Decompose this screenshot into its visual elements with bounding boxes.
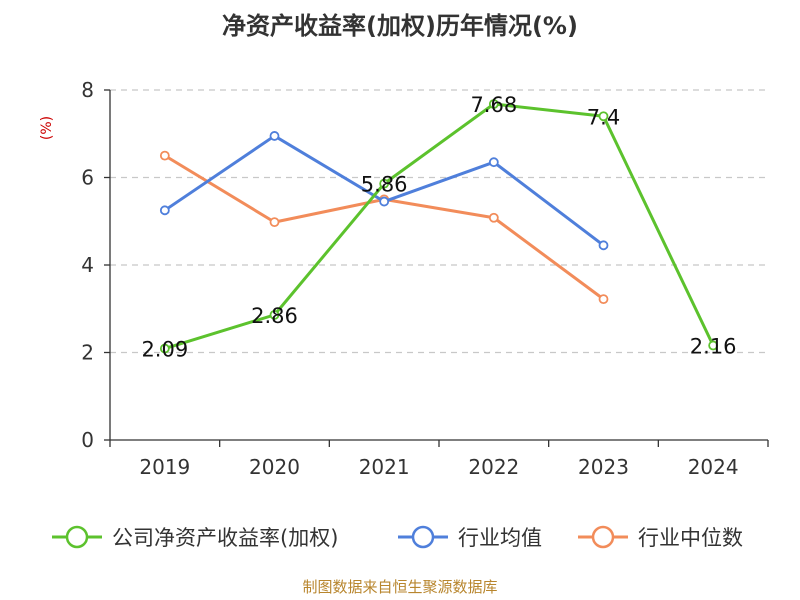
legend-label: 公司净资产收益率(加权) — [112, 526, 338, 550]
x-tick-label: 2023 — [578, 455, 629, 479]
data-label: 2.09 — [141, 338, 188, 362]
series-0-point — [488, 99, 499, 109]
x-tick-label: 2019 — [139, 455, 190, 479]
series-0-point — [708, 340, 719, 351]
series-layer — [159, 99, 719, 354]
grid-lines — [110, 89, 768, 354]
y-tick-label: 0 — [81, 428, 94, 452]
legend-label: 行业均值 — [458, 526, 542, 550]
data-label: 2.16 — [690, 335, 737, 359]
legend-item-0: 公司净资产收益率(加权) — [52, 525, 338, 550]
series-1-point — [598, 240, 609, 251]
y-tick-label: 6 — [81, 166, 94, 190]
chart-title: 净资产收益率(加权)历年情况(%) — [222, 12, 578, 40]
y-axis-unit-label: (%) — [39, 116, 55, 140]
legend-item-1: 行业均值 — [398, 525, 542, 550]
data-label: 2.86 — [251, 304, 298, 328]
source-note: 制图数据来自恒生聚源数据库 — [302, 578, 497, 596]
data-labels: 2.09 2.86 5.86 7.68 7.4 2.16 — [141, 93, 736, 362]
data-label: 5.86 — [361, 173, 408, 197]
series-0-point — [269, 309, 280, 320]
data-label: 7.4 — [587, 105, 620, 129]
axes: 0 2 4 6 8 2019 2020 2021 2022 2023 2024 — [81, 78, 769, 479]
legend-marker-icon — [411, 525, 435, 549]
series-2-point — [488, 212, 499, 223]
y-tick-label: 2 — [81, 341, 94, 365]
series-line-0 — [164, 102, 715, 350]
y-tick-label: 4 — [81, 253, 94, 277]
series-1-point — [379, 196, 390, 207]
series-2-point — [269, 217, 280, 228]
series-2-point — [159, 150, 170, 161]
series-0-point — [379, 178, 390, 189]
series-1-point — [269, 131, 280, 141]
series-1-point — [488, 157, 499, 168]
legend-marker-icon — [65, 525, 89, 549]
legend-marker-icon — [591, 525, 615, 549]
legend-label: 行业中位数 — [638, 526, 743, 550]
data-label: 7.68 — [470, 93, 517, 117]
y-tick-label: 8 — [81, 78, 94, 102]
legend: 公司净资产收益率(加权) 行业均值 行业中位数 — [52, 525, 743, 550]
legend-item-2: 行业中位数 — [578, 525, 743, 550]
x-tick-label: 2022 — [468, 455, 519, 479]
x-tick-label: 2020 — [249, 455, 300, 479]
series-0-point — [159, 343, 170, 354]
series-1-point — [159, 205, 170, 216]
x-tick-label: 2024 — [688, 455, 739, 479]
series-0-point — [598, 111, 609, 122]
series-2-point — [598, 294, 609, 305]
x-tick-label: 2021 — [359, 455, 410, 479]
